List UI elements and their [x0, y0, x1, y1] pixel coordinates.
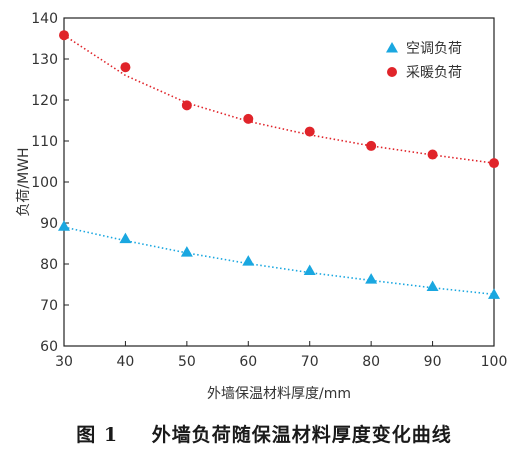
- x-axis-ticks: 30 40 50 60 70 80 90 100: [55, 341, 507, 370]
- x-tick-label: 70: [301, 354, 319, 370]
- heating-data-point: [243, 113, 254, 124]
- cooling-data-point: [365, 273, 378, 284]
- x-tick-label: 50: [178, 354, 196, 370]
- y-tick-label: 100: [31, 175, 58, 191]
- y-tick-label: 120: [31, 93, 58, 109]
- x-tick-label: 30: [55, 354, 73, 370]
- cooling-fit-line: [63, 226, 495, 296]
- figure-title: 外墙负荷随保温材料厚度变化曲线: [151, 424, 452, 446]
- y-axis-label: 负荷/MWH: [16, 147, 32, 216]
- cooling-data-point: [303, 264, 316, 276]
- y-tick-label: 80: [40, 257, 58, 273]
- cooling-data-point: [426, 280, 439, 292]
- cooling-data-point: [119, 232, 132, 244]
- figure-caption: 图 1 外墙负荷随保温材料厚度变化曲线: [0, 420, 528, 447]
- heating-data-point: [59, 30, 69, 41]
- cooling-data-point: [242, 255, 255, 266]
- heating-legend-marker: [387, 67, 397, 77]
- cooling-data-point: [58, 220, 70, 231]
- x-tick-label: 40: [117, 354, 135, 370]
- cooling-data-point: [488, 288, 500, 299]
- y-tick-label: 60: [40, 339, 58, 355]
- x-tick-label: 60: [239, 354, 257, 370]
- heating-data-point: [366, 140, 377, 151]
- series-layer: [58, 30, 500, 299]
- x-tick-label: 100: [481, 354, 508, 370]
- cooling-legend-marker: [386, 42, 398, 53]
- heating-data-point: [120, 62, 131, 73]
- heating-legend-label: 采暖负荷: [406, 65, 462, 81]
- heating-data-point: [304, 126, 315, 137]
- cooling-data-point: [180, 246, 193, 257]
- y-tick-label: 70: [40, 298, 58, 314]
- figure-number: 图 1: [76, 424, 119, 446]
- heating-data-point: [181, 100, 192, 111]
- y-axis-ticks: 60 70 80 90 100 110 120 130 140: [31, 11, 69, 355]
- cooling-legend-label: 空调负荷: [406, 41, 462, 57]
- y-tick-label: 110: [31, 134, 58, 150]
- chart: 60 70 80 90 100 110 120 130 140 30 40 50 60 70 80 90 10…: [16, 11, 507, 402]
- x-tick-label: 90: [424, 354, 442, 370]
- x-axis-label: 外墙保温材料厚度/mm: [207, 386, 351, 402]
- heating-fit-line: [63, 34, 495, 164]
- heating-data-point: [489, 158, 499, 169]
- heating-data-point: [427, 149, 438, 160]
- y-tick-label: 130: [31, 52, 58, 68]
- y-tick-label: 90: [40, 216, 58, 232]
- y-tick-label: 140: [31, 11, 58, 27]
- x-tick-label: 80: [362, 354, 380, 370]
